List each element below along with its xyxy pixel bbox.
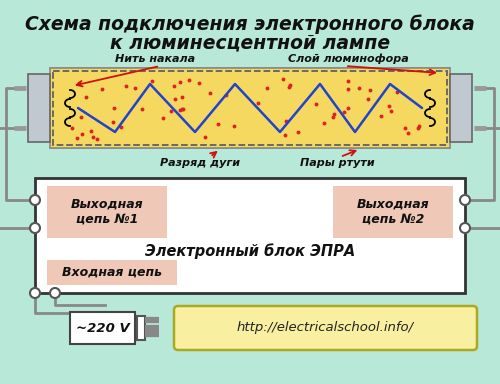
Text: Разряд дуги: Разряд дуги — [160, 158, 240, 168]
Bar — [333, 186, 453, 238]
Bar — [28, 74, 50, 142]
Text: Схема подключения электронного блока: Схема подключения электронного блока — [25, 14, 475, 33]
Bar — [53, 71, 447, 145]
Bar — [70, 312, 135, 344]
Circle shape — [30, 223, 40, 233]
Circle shape — [30, 288, 40, 298]
FancyBboxPatch shape — [174, 306, 477, 350]
Circle shape — [50, 288, 60, 298]
Text: Выходная
цепь №2: Выходная цепь №2 — [356, 198, 430, 226]
Bar — [137, 316, 145, 340]
Text: Входная цепь: Входная цепь — [62, 266, 162, 279]
Text: Нить накала: Нить накала — [115, 54, 195, 64]
Text: Слой люминофора: Слой люминофора — [288, 53, 408, 64]
Bar — [47, 260, 177, 285]
Text: ~220 V: ~220 V — [76, 321, 130, 334]
Bar — [47, 186, 167, 238]
Text: Выходная
цепь №1: Выходная цепь №1 — [70, 198, 144, 226]
Bar — [450, 74, 472, 142]
Text: к люминесцентной лампе: к люминесцентной лампе — [110, 33, 390, 52]
Text: http://electricalschool.info/: http://electricalschool.info/ — [237, 321, 414, 334]
Text: Электронный блок ЭПРА: Электронный блок ЭПРА — [145, 243, 355, 259]
Circle shape — [30, 195, 40, 205]
Bar — [50, 68, 450, 148]
Circle shape — [460, 223, 470, 233]
Circle shape — [460, 195, 470, 205]
Bar — [35, 178, 465, 293]
Text: Пары ртути: Пары ртути — [300, 158, 374, 168]
